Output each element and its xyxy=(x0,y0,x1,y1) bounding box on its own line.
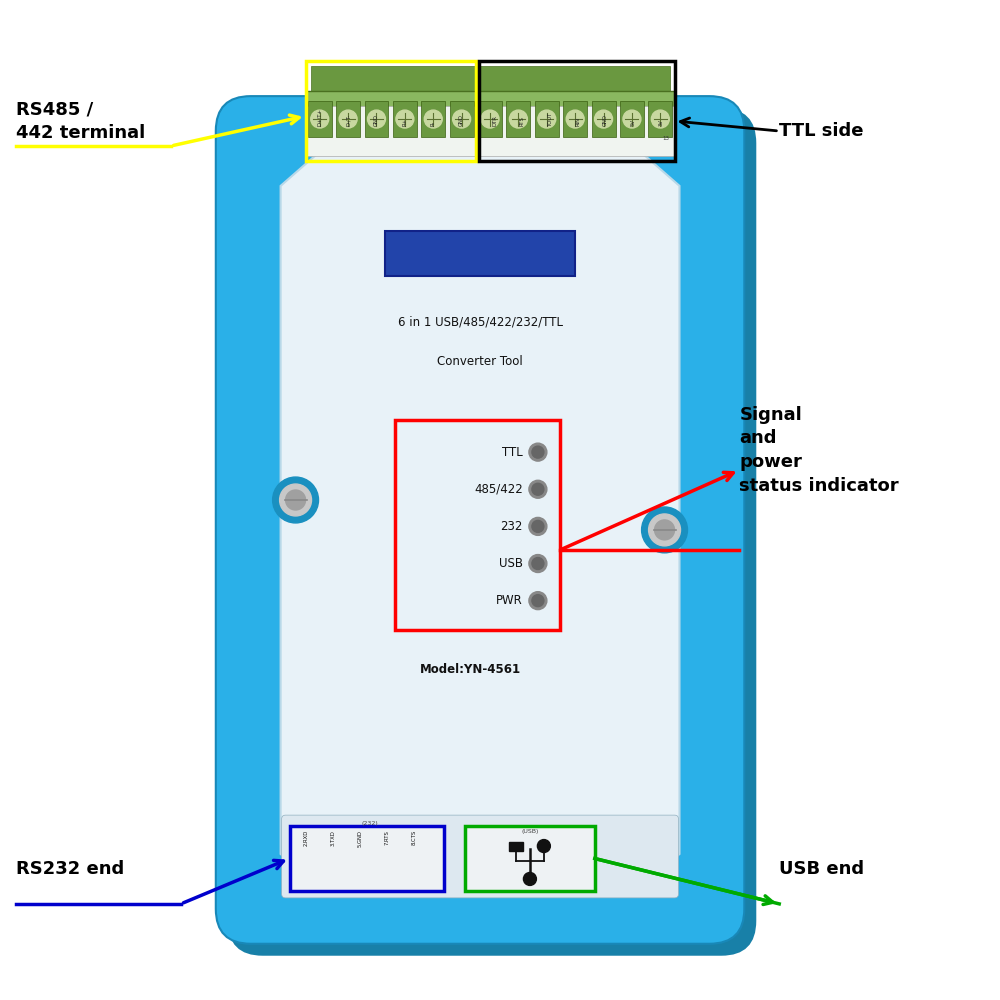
FancyBboxPatch shape xyxy=(506,101,530,137)
FancyBboxPatch shape xyxy=(306,91,675,146)
Bar xyxy=(465,826,595,891)
Text: (USB): (USB) xyxy=(521,829,539,834)
Text: Converter Tool: Converter Tool xyxy=(437,355,523,368)
Text: (232): (232) xyxy=(362,821,379,826)
Text: 3V: 3V xyxy=(658,119,663,126)
Circle shape xyxy=(532,520,544,532)
Text: 8.CTS: 8.CTS xyxy=(412,830,417,845)
Text: 2.RXD: 2.RXD xyxy=(304,830,309,846)
Circle shape xyxy=(481,110,499,128)
FancyBboxPatch shape xyxy=(216,96,744,944)
Text: RTS: RTS xyxy=(520,116,525,126)
FancyBboxPatch shape xyxy=(563,101,587,137)
FancyBboxPatch shape xyxy=(311,66,670,111)
Text: DTR: DTR xyxy=(492,115,497,126)
Text: Signal
and
power
status indicator: Signal and power status indicator xyxy=(739,406,899,495)
FancyBboxPatch shape xyxy=(478,101,502,137)
Text: R-: R- xyxy=(431,121,436,126)
Circle shape xyxy=(311,110,329,128)
FancyBboxPatch shape xyxy=(365,101,388,137)
Text: PWR: PWR xyxy=(496,594,523,607)
FancyBboxPatch shape xyxy=(535,101,559,137)
Circle shape xyxy=(642,507,687,553)
Text: Model:YN-4561: Model:YN-4561 xyxy=(420,663,521,676)
Text: 7.RTS: 7.RTS xyxy=(385,830,390,845)
Text: D-/T-: D-/T- xyxy=(346,114,351,126)
Text: TOUT: TOUT xyxy=(547,112,552,126)
Circle shape xyxy=(532,446,544,458)
FancyBboxPatch shape xyxy=(385,231,575,276)
Bar xyxy=(509,842,523,851)
Circle shape xyxy=(655,520,675,540)
Text: D+/T+: D+/T+ xyxy=(317,108,322,126)
Circle shape xyxy=(595,110,613,128)
Text: 13: 13 xyxy=(663,136,670,141)
Text: 5.GND: 5.GND xyxy=(358,830,363,847)
Text: USB: USB xyxy=(499,557,523,570)
Circle shape xyxy=(623,110,641,128)
Circle shape xyxy=(368,110,385,128)
Text: RS232 end: RS232 end xyxy=(16,860,125,878)
Circle shape xyxy=(453,110,471,128)
FancyBboxPatch shape xyxy=(592,101,616,137)
Circle shape xyxy=(424,110,442,128)
FancyBboxPatch shape xyxy=(336,101,360,137)
FancyBboxPatch shape xyxy=(308,101,332,137)
Circle shape xyxy=(286,490,306,510)
Bar xyxy=(306,61,476,161)
Text: RIN: RIN xyxy=(575,117,580,126)
Text: TTL side: TTL side xyxy=(779,122,864,140)
Circle shape xyxy=(396,110,414,128)
Text: GND: GND xyxy=(603,114,608,126)
Circle shape xyxy=(538,110,556,128)
FancyBboxPatch shape xyxy=(421,101,445,137)
Circle shape xyxy=(529,443,547,461)
Circle shape xyxy=(532,558,544,570)
FancyBboxPatch shape xyxy=(648,101,672,137)
Text: USB end: USB end xyxy=(779,860,864,878)
Bar xyxy=(479,61,675,161)
Text: GND: GND xyxy=(374,114,379,126)
Circle shape xyxy=(529,517,547,535)
FancyBboxPatch shape xyxy=(282,815,679,898)
Circle shape xyxy=(339,110,357,128)
Circle shape xyxy=(509,110,527,128)
Text: TTL: TTL xyxy=(502,446,523,459)
Circle shape xyxy=(649,514,680,546)
FancyBboxPatch shape xyxy=(228,108,756,956)
Circle shape xyxy=(529,480,547,498)
Circle shape xyxy=(529,555,547,573)
Text: 3.TXD: 3.TXD xyxy=(331,830,336,846)
Text: 5V: 5V xyxy=(631,119,636,126)
Circle shape xyxy=(537,840,550,853)
Bar xyxy=(290,826,444,891)
Circle shape xyxy=(532,595,544,607)
Circle shape xyxy=(523,872,536,885)
FancyBboxPatch shape xyxy=(393,101,417,137)
Circle shape xyxy=(532,483,544,495)
Text: 485/422: 485/422 xyxy=(474,483,523,496)
Text: GND: GND xyxy=(459,114,464,126)
Text: 6 in 1 USB/485/422/232/TTL: 6 in 1 USB/485/422/232/TTL xyxy=(398,316,563,329)
Bar xyxy=(306,106,675,156)
Circle shape xyxy=(529,592,547,610)
Circle shape xyxy=(651,110,669,128)
Text: RS485 /
442 terminal: RS485 / 442 terminal xyxy=(16,100,146,142)
Bar xyxy=(395,420,560,630)
Circle shape xyxy=(280,484,312,516)
FancyBboxPatch shape xyxy=(450,101,474,137)
FancyBboxPatch shape xyxy=(620,101,644,137)
Circle shape xyxy=(273,477,319,523)
Polygon shape xyxy=(281,151,680,889)
Text: R+: R+ xyxy=(402,118,407,126)
Text: 232: 232 xyxy=(501,520,523,533)
Circle shape xyxy=(566,110,584,128)
